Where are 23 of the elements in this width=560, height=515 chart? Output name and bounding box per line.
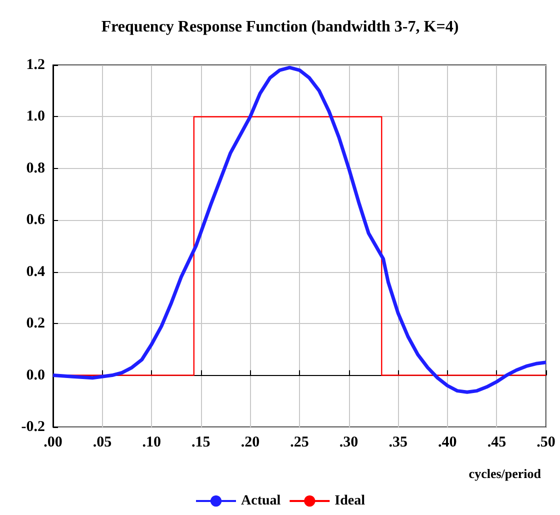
x-tick-label: .35 [388,434,408,450]
x-tick-label: .25 [290,434,309,450]
y-tick-label: 0.2 [26,316,45,332]
y-tick-label: 1.0 [26,108,45,125]
x-tick-label: .30 [339,434,358,450]
y-tick-label: 1.2 [26,57,45,73]
x-tick-label: .40 [438,434,457,450]
legend-label: Actual [241,494,281,508]
x-tick-label: .00 [44,434,62,450]
y-tick-label: -0.2 [21,419,45,435]
chart-title: Frequency Response Function (bandwidth 3-7, K=4) [101,18,459,36]
x-tick-label: .45 [487,434,506,450]
x-tick-label: .10 [142,434,161,450]
x-tick-label: .20 [240,434,260,450]
x-axis-title: cycles/period [468,466,542,481]
x-tick-label: .05 [92,434,112,450]
legend-label: Ideal [334,494,366,508]
x-tick-label: .15 [192,434,210,450]
x-tick-label: .50 [536,434,556,450]
y-tick-label: 0.4 [26,264,46,280]
y-tick-label: 0.8 [26,160,45,176]
y-tick-label: 0.6 [26,212,46,228]
y-tick-label: 0.0 [26,367,45,384]
